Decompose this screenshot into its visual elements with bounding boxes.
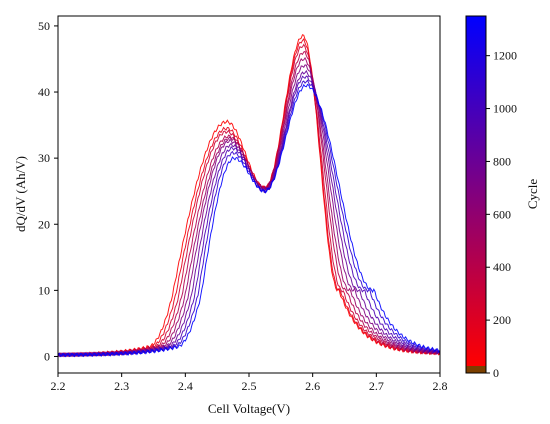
colorbar-tick-label: 1000 [493, 102, 517, 116]
x-tick-label: 2.8 [433, 379, 448, 393]
series-line [58, 56, 440, 358]
x-tick-label: 2.5 [242, 379, 257, 393]
colorbar-tick-label: 0 [493, 366, 499, 380]
colorbar-tick-label: 200 [493, 313, 511, 327]
series-line [58, 43, 440, 358]
y-tick-label: 0 [44, 349, 50, 363]
y-tick-label: 50 [38, 19, 50, 33]
y-axis: 0 10 20 30 40 50 [38, 19, 58, 363]
colorbar-tick-label: 400 [493, 260, 511, 274]
series-line [58, 69, 440, 358]
series-line [58, 79, 440, 358]
series-layer [58, 34, 440, 358]
x-axis: 2.2 2.3 2.4 2.5 2.6 2.7 2.8 [51, 373, 448, 393]
x-tick-label: 2.4 [178, 379, 193, 393]
colorbar-tick-label: 600 [493, 207, 511, 221]
x-tick-label: 2.3 [114, 379, 129, 393]
colorbar-tick-label: 1200 [493, 49, 517, 63]
series-line [58, 83, 440, 358]
y-axis-label: dQ/dV (Ah/V) [13, 156, 28, 232]
y-tick-label: 10 [38, 283, 50, 297]
y-tick-label: 20 [38, 217, 50, 231]
x-tick-label: 2.7 [369, 379, 384, 393]
x-tick-label: 2.6 [305, 379, 320, 393]
series-line [58, 64, 440, 358]
plot-frame [57, 15, 441, 374]
colorbar-axis: 0 200 400 600 800 1000 1200 [486, 49, 517, 380]
colorbar-label: Cycle [525, 179, 540, 210]
x-axis-label: Cell Voltage(V) [208, 401, 290, 416]
y-tick-label: 40 [38, 85, 50, 99]
colorbar-frame [465, 15, 487, 374]
x-tick-label: 2.2 [51, 379, 66, 393]
series-line [58, 34, 440, 358]
colorbar-bottom-strip [466, 366, 486, 373]
colorbar-tick-label: 800 [493, 154, 511, 168]
colorbar-gradient [466, 16, 486, 366]
series-line [58, 75, 440, 358]
series-line [58, 38, 440, 358]
y-tick-label: 30 [38, 151, 50, 165]
